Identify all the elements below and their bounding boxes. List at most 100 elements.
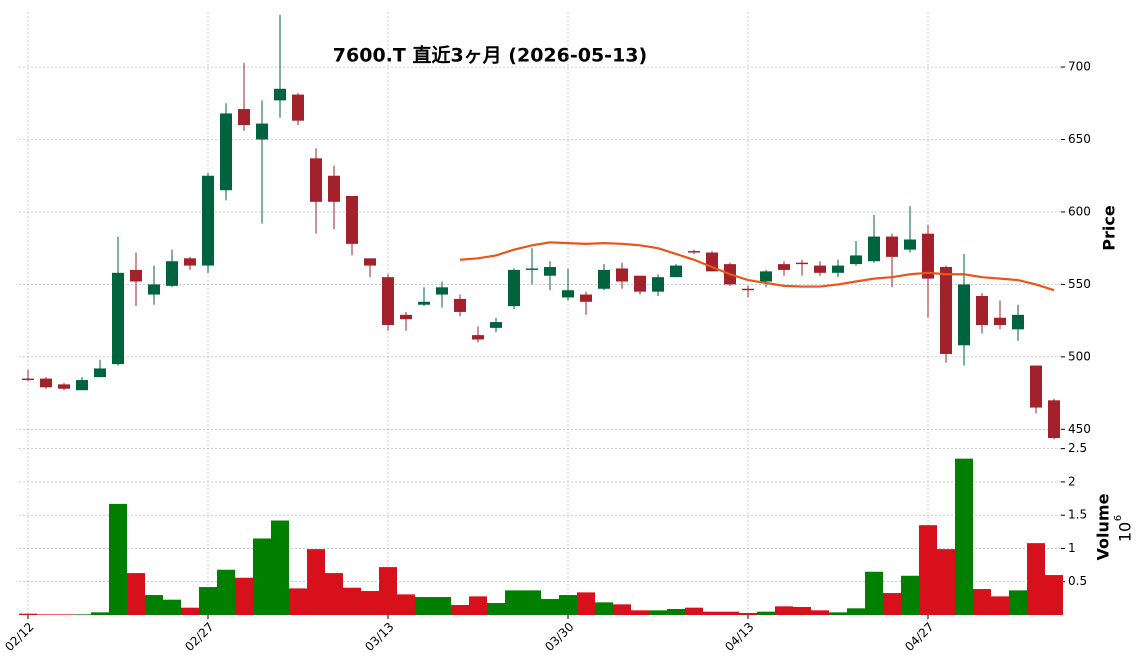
- volume-bar: [667, 609, 685, 615]
- volume-bar: [163, 599, 181, 615]
- volume-bar: [1045, 575, 1063, 615]
- candle-body: [778, 264, 790, 270]
- y-tick-label: 450: [1068, 422, 1091, 436]
- y-tick-label: 550: [1068, 277, 1091, 291]
- x-tick-label: 02/27: [182, 620, 216, 654]
- volume-bar: [973, 589, 991, 615]
- candle-body: [400, 314, 412, 320]
- candle-body: [256, 123, 268, 140]
- volume-bar: [361, 591, 379, 615]
- y-tick-label: 2: [1068, 474, 1076, 488]
- volume-bar: [1027, 543, 1045, 615]
- moving-average-line: [459, 241, 1055, 292]
- candle-body: [166, 261, 178, 286]
- candle-body: [130, 269, 142, 282]
- candle-body: [814, 265, 826, 273]
- candle-body: [850, 255, 862, 265]
- volume-bar: [235, 577, 253, 615]
- candle-body: [832, 265, 844, 273]
- x-tick-label: 04/27: [902, 620, 936, 654]
- volume-bar: [487, 603, 505, 615]
- candle-body: [1048, 400, 1060, 438]
- candle-body: [112, 272, 124, 365]
- volume-bar: [739, 613, 757, 615]
- y-tick-label: 500: [1068, 349, 1091, 363]
- candle-body: [616, 268, 628, 282]
- candle-body: [670, 265, 682, 278]
- y-tick-label: 600: [1068, 204, 1091, 218]
- volume-bar: [919, 525, 937, 615]
- candle-body: [508, 269, 520, 307]
- volume-bar: [343, 587, 361, 615]
- candle-body: [904, 239, 916, 250]
- volume-bar: [523, 590, 541, 615]
- candle-body: [58, 384, 70, 389]
- y-tick-label: 1: [1068, 541, 1076, 555]
- volume-bar: [145, 595, 163, 615]
- y-tick-label: 2.5: [1068, 441, 1087, 455]
- candle-body: [292, 94, 304, 121]
- candle-body: [562, 290, 574, 298]
- candle-body: [436, 287, 448, 295]
- y-tick-label: 700: [1068, 60, 1091, 74]
- candle-body: [454, 298, 466, 312]
- y-axis-label: Volume: [1094, 493, 1113, 560]
- candle-body: [526, 268, 538, 270]
- candle-body: [328, 175, 340, 202]
- volume-bar: [703, 611, 721, 615]
- candle-body: [922, 233, 934, 279]
- candle-body: [1012, 314, 1024, 330]
- volume-bar: [937, 549, 955, 615]
- volume-bar: [613, 604, 631, 615]
- volume-bar: [19, 613, 37, 615]
- volume-bar: [307, 549, 325, 615]
- candle-body: [634, 275, 646, 292]
- candle-body: [796, 262, 808, 265]
- volume-bar: [469, 596, 487, 615]
- volume-bar: [1009, 590, 1027, 615]
- x-tick-label: 03/30: [542, 620, 576, 654]
- candle-body: [346, 196, 358, 244]
- candle-body: [976, 296, 988, 325]
- volume-bar: [91, 612, 109, 615]
- volume-bar: [199, 587, 217, 615]
- x-tick-label: 02/12: [2, 620, 36, 654]
- volume-bar: [397, 594, 415, 615]
- candle-body: [580, 294, 592, 302]
- candle-body: [760, 271, 772, 282]
- volume-bar: [433, 597, 451, 615]
- candle-body: [940, 267, 952, 354]
- volume-bar: [253, 538, 271, 615]
- candle-body: [886, 236, 898, 257]
- candle-body: [94, 368, 106, 378]
- volume-bar: [991, 596, 1009, 615]
- candle-body: [598, 269, 610, 289]
- volume-bar: [415, 597, 433, 615]
- volume-bar: [685, 607, 703, 615]
- volume-bar: [289, 588, 307, 615]
- volume-bar: [451, 605, 469, 615]
- candle-body: [994, 317, 1006, 325]
- volume-bar: [577, 592, 595, 615]
- volume-bar: [847, 608, 865, 615]
- candle-body: [76, 380, 88, 391]
- volume-bar: [325, 573, 343, 615]
- scale-exponent: 6: [1113, 515, 1124, 521]
- candle-body: [544, 267, 556, 276]
- volume-bar: [559, 595, 577, 615]
- candle-body: [22, 378, 34, 381]
- y-axis-label: Price: [1100, 205, 1119, 251]
- volume-bar: [109, 503, 127, 615]
- volume-bar: [379, 567, 397, 615]
- candle-body: [472, 335, 484, 340]
- volume-bar: [955, 458, 973, 615]
- y-tick-label: 0.5: [1068, 574, 1087, 588]
- candle-body: [652, 277, 664, 292]
- volume-bar: [865, 571, 883, 615]
- volume-bar: [127, 573, 145, 615]
- volume-bar: [883, 593, 901, 615]
- candle-body: [202, 175, 214, 266]
- volume-bar: [793, 607, 811, 615]
- volume-bar: [775, 606, 793, 615]
- candle-body: [418, 301, 430, 305]
